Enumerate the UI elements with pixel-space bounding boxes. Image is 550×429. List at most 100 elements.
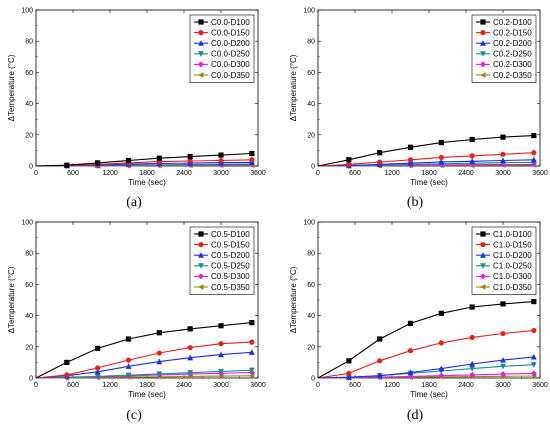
- legend-label: C0.2-D100: [493, 18, 532, 27]
- data-point: [218, 368, 224, 375]
- legend-item: C0.0-D250: [194, 50, 250, 59]
- y-tick-label: 0: [311, 164, 315, 171]
- series-line: [317, 301, 534, 379]
- legend-box: [189, 226, 255, 295]
- legend-item: C0.5-D100: [194, 230, 250, 239]
- legend-label: C0.0-D300: [211, 60, 250, 69]
- data-point: [530, 156, 537, 163]
- data-point: [530, 362, 537, 368]
- legend-label: C1.0-D350: [493, 283, 532, 292]
- series-group: [317, 298, 537, 381]
- data-point: [469, 360, 476, 367]
- x-axis-title: Time (sec): [410, 390, 448, 399]
- data-point: [64, 359, 70, 365]
- chart-a: 0 600 1200 1800 2400 3000 3600 0 20 40 60 80 100 Time…: [7, 8, 266, 188]
- data-point: [407, 320, 414, 326]
- data-point: [187, 154, 193, 160]
- legend-marker: [198, 242, 204, 248]
- x-tick-label: 600: [67, 382, 79, 389]
- series-line: [35, 152, 252, 167]
- legend-marker: [197, 284, 204, 290]
- data-point: [438, 310, 444, 316]
- data-point: [156, 330, 162, 336]
- legend-item: C0.5-D200: [194, 251, 250, 260]
- legend-box: [189, 14, 255, 83]
- data-point: [187, 344, 193, 351]
- data-point: [469, 136, 475, 143]
- x-axis-title: Time (sec): [128, 390, 166, 399]
- series-line: [35, 351, 252, 379]
- x-tick-label: 600: [349, 170, 361, 177]
- data-point: [469, 371, 476, 378]
- series-C1.0-D100: [317, 298, 537, 379]
- legend-marker: [480, 242, 486, 248]
- y-axis-title: ΔTemperature (°C): [7, 266, 16, 333]
- data-point: [346, 157, 352, 163]
- data-point: [500, 151, 506, 157]
- data-point: [218, 152, 224, 158]
- data-point: [249, 150, 255, 157]
- legend-item: C0.2-D100: [476, 18, 532, 27]
- legend-label: C1.0-D100: [493, 230, 532, 239]
- chart-panel-c: 0 600 1200 1800 2400 3000 3600 0 20 40 60 80 100 Time…: [0, 214, 275, 429]
- series-line: [317, 356, 534, 379]
- data-point: [469, 158, 476, 164]
- y-tick-label: 60: [307, 70, 315, 77]
- legend-item: C0.0-D350: [194, 71, 250, 80]
- data-point: [156, 358, 163, 365]
- legend-marker: [198, 19, 204, 25]
- data-point: [469, 153, 475, 159]
- panel-caption: (d): [406, 408, 424, 423]
- y-tick-label: 100: [21, 220, 33, 227]
- x-tick-label: 0: [316, 382, 320, 389]
- data-point: [125, 336, 132, 342]
- x-tick-label: 600: [349, 382, 361, 389]
- data-point: [407, 369, 414, 376]
- chart-panel-d: 0 600 1200 1800 2400 3000 3600 0 20 40 60 80 100 Time…: [275, 214, 550, 429]
- data-point: [345, 374, 352, 380]
- x-tick-label: 0: [316, 170, 320, 177]
- legend-item: C1.0-D200: [476, 251, 532, 260]
- x-tick-label: 1200: [384, 170, 400, 177]
- series-line: [35, 322, 252, 379]
- legend-item: C1.0-D350: [476, 283, 532, 292]
- data-point: [376, 372, 383, 379]
- legend-label: C0.0-D150: [211, 28, 250, 37]
- legend: C1.0-D100C1.0-D150C1.0-D200C1.0-D250C1.0…: [471, 226, 537, 295]
- data-point: [377, 358, 383, 364]
- legend-box: [471, 14, 537, 83]
- legend-label: C0.5-D350: [211, 283, 250, 292]
- data-point: [346, 358, 352, 364]
- legend-marker: [480, 40, 486, 46]
- data-point: [377, 159, 383, 165]
- data-point: [187, 158, 193, 164]
- legend-item: C0.2-D250: [476, 50, 532, 59]
- data-point: [248, 367, 255, 374]
- y-tick-label: 20: [307, 132, 315, 139]
- y-tick-label: 100: [303, 220, 315, 227]
- legend: C0.5-D100C0.5-D150C0.5-D200C0.5-D250C0.5…: [189, 226, 255, 295]
- legend-box: [471, 226, 537, 295]
- legend-item: C0.5-D300: [194, 272, 250, 281]
- x-tick-label: 3600: [532, 382, 548, 389]
- series-line: [317, 135, 534, 167]
- chart-c: 0 600 1200 1800 2400 3000 3600 0 20 40 60 80 100 Time…: [7, 220, 266, 400]
- legend-label: C0.2-D350: [493, 71, 532, 80]
- legend-marker: [480, 252, 486, 258]
- data-point: [407, 157, 414, 163]
- x-tick-label: 1800: [421, 170, 437, 177]
- data-point: [500, 356, 506, 363]
- data-point: [125, 363, 132, 369]
- legend-item: C0.5-D250: [194, 262, 250, 271]
- series-C1.0-D150: [317, 327, 537, 379]
- legend-marker: [480, 273, 486, 280]
- x-tick-label: 1800: [139, 382, 155, 389]
- y-tick-label: 100: [303, 8, 315, 15]
- data-point: [125, 157, 132, 164]
- legend-label: C0.2-D200: [493, 39, 532, 48]
- y-tick-label: 60: [307, 282, 315, 289]
- chart-panel-b: 0 600 1200 1800 2400 3000 3600 0 20 40 60 80 100 Time…: [275, 0, 550, 214]
- data-point: [438, 372, 445, 379]
- legend-marker: [198, 51, 204, 57]
- x-tick-label: 3000: [495, 382, 511, 389]
